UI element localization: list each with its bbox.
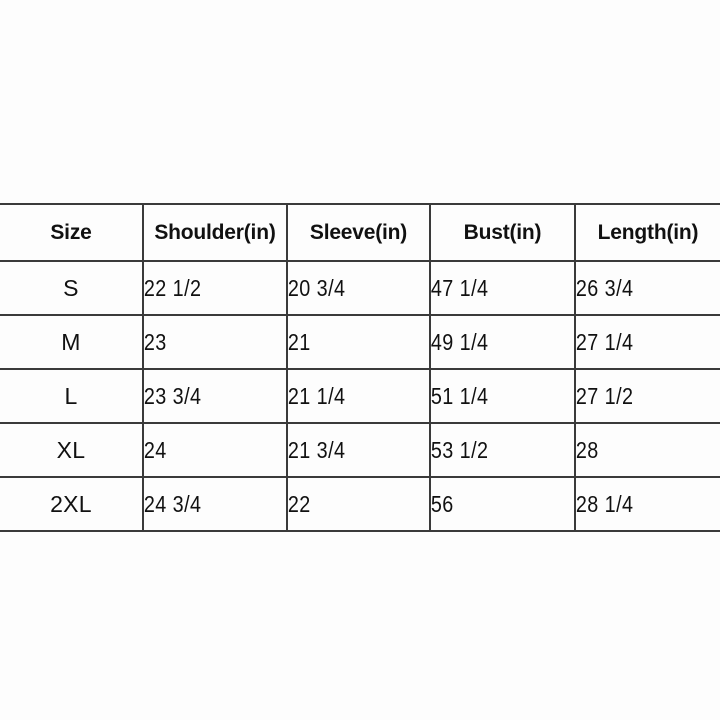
cell-bust: 51 1/4 (430, 368, 556, 424)
table-row: S 22 1/2 20 3/4 47 1/4 26 3/4 (0, 260, 720, 316)
cell-length: 27 1/2 (575, 368, 700, 424)
cell-length: 28 (575, 422, 700, 478)
cell-size: L (0, 368, 144, 424)
column-header-shoulder: Shoulder(in) (143, 203, 288, 262)
cell-sleeve: 21 (287, 314, 411, 370)
column-header-sleeve: Sleeve(in) (287, 203, 431, 262)
cell-shoulder: 24 3/4 (143, 476, 268, 532)
cell-size: S (0, 260, 144, 316)
cell-size: 2XL (0, 476, 144, 532)
table-row: L 23 3/4 21 1/4 51 1/4 27 1/2 (0, 368, 720, 424)
cell-sleeve: 21 1/4 (287, 368, 411, 424)
cell-bust: 49 1/4 (430, 314, 556, 370)
cell-shoulder: 23 (143, 314, 268, 370)
size-chart-container: Size Shoulder(in) Sleeve(in) Bust(in) Le… (0, 203, 720, 532)
size-chart-table: Size Shoulder(in) Sleeve(in) Bust(in) Le… (0, 203, 720, 532)
table-row: XL 24 21 3/4 53 1/2 28 (0, 422, 720, 478)
cell-shoulder: 22 1/2 (143, 260, 268, 316)
cell-length: 28 1/4 (575, 476, 700, 532)
cell-shoulder: 23 3/4 (143, 368, 268, 424)
column-header-size: Size (0, 203, 144, 262)
column-header-bust: Bust(in) (430, 203, 576, 262)
table-row: 2XL 24 3/4 22 56 28 1/4 (0, 476, 720, 532)
table-header-row: Size Shoulder(in) Sleeve(in) Bust(in) Le… (0, 203, 720, 262)
table-row: M 23 21 49 1/4 27 1/4 (0, 314, 720, 370)
cell-sleeve: 20 3/4 (287, 260, 411, 316)
cell-shoulder: 24 (143, 422, 268, 478)
cell-sleeve: 21 3/4 (287, 422, 411, 478)
cell-length: 26 3/4 (575, 260, 700, 316)
column-header-length: Length(in) (575, 203, 720, 262)
cell-bust: 47 1/4 (430, 260, 556, 316)
cell-sleeve: 22 (287, 476, 411, 532)
cell-bust: 53 1/2 (430, 422, 556, 478)
cell-size: XL (0, 422, 144, 478)
cell-size: M (0, 314, 144, 370)
cell-length: 27 1/4 (575, 314, 700, 370)
cell-bust: 56 (430, 476, 556, 532)
